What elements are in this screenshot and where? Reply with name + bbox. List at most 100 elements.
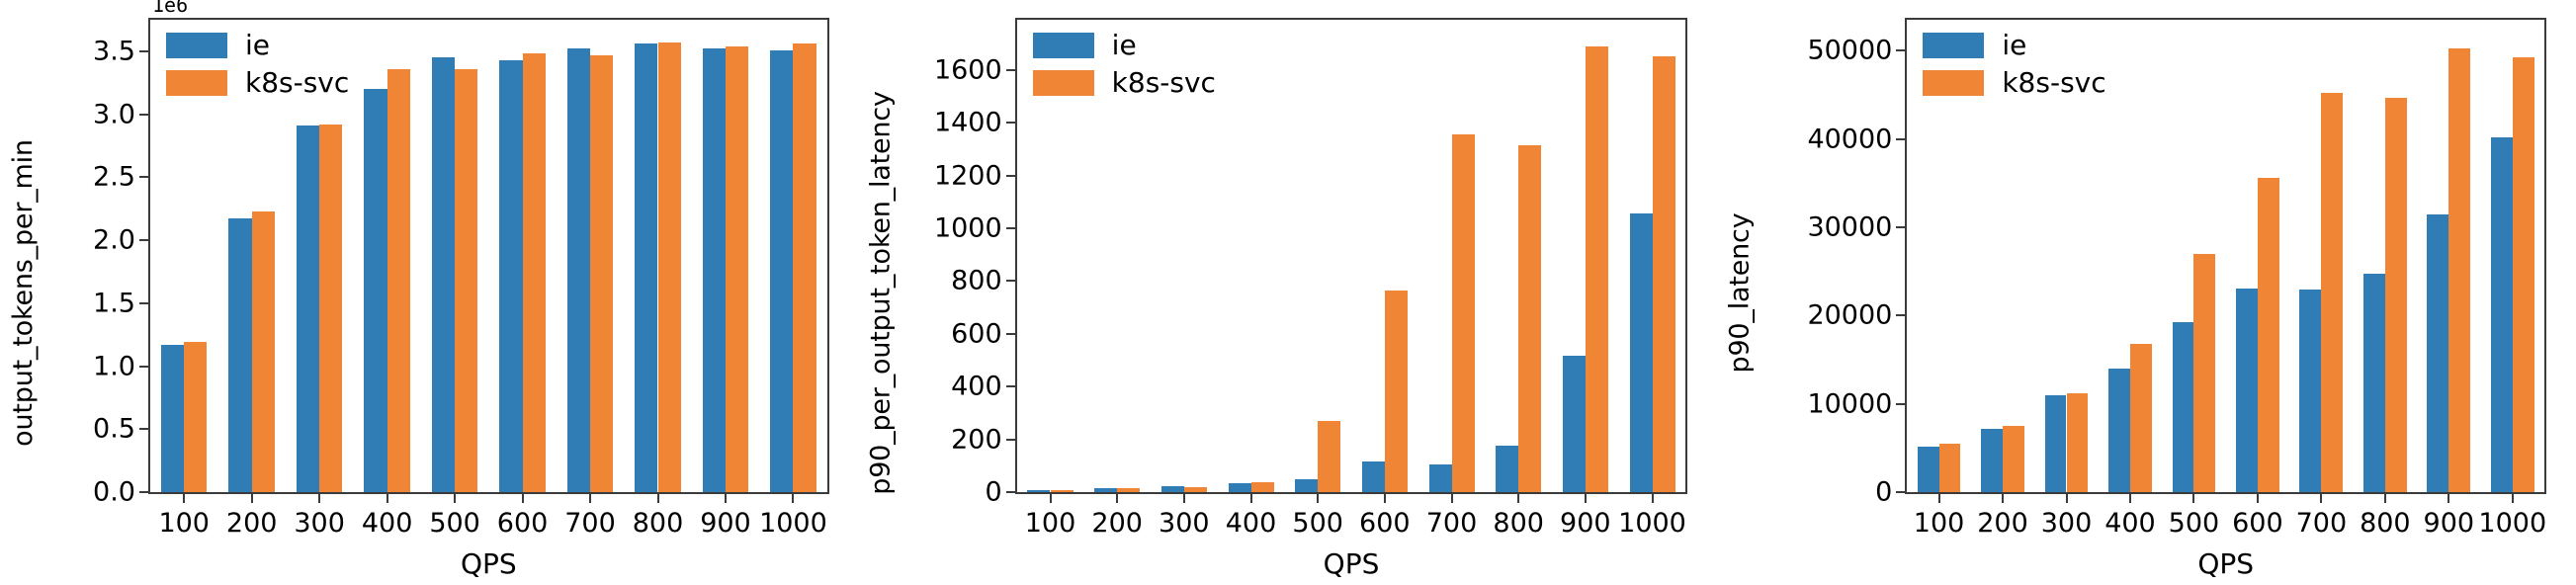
bar-0-ie-500	[431, 57, 456, 492]
y-tick-label-0-6: 3.0	[93, 99, 135, 130]
legend-label-k8s-svc-0: k8s-svc	[245, 66, 350, 99]
legend-entry-k8s-svc-2: k8s-svc	[1923, 69, 2106, 97]
plot-area-1: ie k8s-svc 0 200 400 600 800 1000 1200 1400 1600…	[934, 18, 1688, 580]
legend-1: ie k8s-svc	[1032, 32, 1216, 97]
x-tick-label-2-6: 700	[2295, 508, 2348, 539]
legend-swatch-k8s-svc-icon	[1923, 70, 1985, 96]
y-tick-1-5	[1005, 226, 1017, 229]
y-tick-2-2	[1896, 314, 1908, 317]
x-tick-label-0-1: 200	[225, 508, 278, 539]
x-tick-label-2-3: 400	[2104, 508, 2156, 539]
y-tick-0-5	[139, 176, 150, 179]
y-tick-1-2	[1005, 385, 1017, 388]
bar-0-ie-800	[635, 43, 658, 492]
bar-0-k8s-svc-700	[590, 54, 614, 492]
y-tick-2-3	[1896, 225, 1908, 228]
legend-label-ie-2: ie	[2002, 29, 2027, 61]
x-tick-label-1-9: 1000	[1618, 508, 1686, 539]
plot-box-2: ie k8s-svc 0 10000 20000 30000 40000 50000 100…	[1807, 18, 2546, 539]
x-tick-label-0-8: 900	[700, 508, 751, 539]
bar-0-ie-600	[499, 59, 523, 492]
legend-swatch-k8s-svc-icon	[1032, 70, 1094, 96]
x-tick-label-2-4: 500	[2168, 508, 2220, 539]
bar-2-k8s-svc-100	[1938, 444, 1961, 492]
y-tick-label-2-2: 20000	[1807, 299, 1893, 331]
y-axis-offset-text-0: 1e6	[152, 0, 189, 17]
x-tick-2-3	[2128, 492, 2131, 503]
x-axis-label-0: QPS	[460, 547, 517, 580]
x-tick-label-0-3: 400	[361, 508, 413, 539]
y-tick-label-1-6: 1200	[933, 160, 1002, 192]
bar-2-ie-500	[2172, 321, 2194, 492]
x-tick-2-5	[2256, 492, 2259, 503]
bar-2-k8s-svc-600	[2257, 177, 2279, 492]
x-tick-1-8	[1584, 492, 1587, 503]
x-tick-label-1-7: 800	[1493, 508, 1544, 539]
x-tick-2-1	[2002, 492, 2005, 503]
y-tick-label-0-3: 1.5	[93, 288, 135, 319]
y-tick-0-0	[139, 491, 150, 493]
bar-0-k8s-svc-1000	[793, 43, 816, 492]
legend-swatch-k8s-svc-icon	[166, 70, 227, 96]
bar-2-k8s-svc-800	[2384, 97, 2407, 492]
y-tick-2-5	[1896, 49, 1908, 52]
y-tick-0-3	[139, 301, 150, 304]
x-tick-label-1-3: 400	[1225, 508, 1277, 539]
y-tick-label-2-3: 30000	[1807, 211, 1893, 243]
y-tick-label-1-8: 1600	[933, 54, 1002, 86]
bar-0-k8s-svc-200	[251, 211, 275, 492]
bar-1-k8s-svc-500	[1318, 420, 1341, 492]
x-tick-0-2	[318, 492, 321, 503]
x-tick-label-2-5: 600	[2232, 508, 2283, 539]
legend-label-ie-0: ie	[245, 29, 271, 61]
y-tick-0-1	[139, 428, 150, 431]
x-tick-label-1-4: 500	[1292, 508, 1343, 539]
legend-swatch-ie-icon	[1923, 33, 1985, 58]
x-tick-1-1	[1116, 492, 1119, 503]
bar-2-ie-200	[1981, 428, 2004, 492]
bar-2-ie-800	[2362, 274, 2385, 492]
y-tick-label-1-7: 1400	[933, 107, 1002, 138]
x-tick-label-1-2: 300	[1159, 508, 1210, 539]
x-tick-2-0	[1937, 492, 1940, 503]
y-tick-1-0	[1005, 491, 1017, 493]
y-tick-label-0-2: 1.0	[93, 351, 135, 382]
x-tick-1-0	[1049, 492, 1052, 503]
bar-2-k8s-svc-400	[2129, 343, 2152, 492]
x-tick-label-1-5: 600	[1359, 508, 1411, 539]
bar-1-ie-600	[1361, 460, 1385, 492]
bar-0-k8s-svc-900	[725, 45, 749, 492]
bar-0-k8s-svc-800	[657, 42, 681, 492]
chart-panel-p90-per-output-token-latency: p90_per_output_token_latency ie k8s-svc …	[859, 0, 1718, 585]
y-tick-1-1	[1005, 438, 1017, 441]
bar-2-ie-1000	[2490, 136, 2513, 492]
y-tick-label-0-0: 0.0	[93, 476, 135, 508]
x-tick-label-2-7: 800	[2360, 508, 2411, 539]
bar-2-k8s-svc-900	[2448, 47, 2471, 492]
x-tick-0-4	[454, 492, 457, 503]
bar-1-k8s-svc-400	[1250, 482, 1274, 492]
x-tick-label-1-1: 200	[1091, 508, 1143, 539]
x-tick-2-6	[2320, 492, 2323, 503]
x-tick-label-0-4: 500	[429, 508, 480, 539]
y-tick-label-2-4: 40000	[1807, 124, 1893, 155]
bar-0-k8s-svc-500	[455, 68, 478, 492]
legend-entry-ie-0: ie	[166, 32, 349, 59]
y-tick-label-2-5: 50000	[1807, 35, 1893, 66]
x-tick-label-2-9: 1000	[2478, 508, 2547, 539]
y-tick-label-1-4: 800	[951, 265, 1002, 296]
x-tick-1-9	[1651, 492, 1654, 503]
bar-1-k8s-svc-100	[1050, 490, 1073, 492]
bar-1-ie-400	[1228, 482, 1251, 492]
x-tick-1-5	[1383, 492, 1386, 503]
x-tick-label-1-0: 100	[1024, 508, 1076, 539]
y-tick-label-1-3: 600	[951, 318, 1002, 350]
x-tick-2-4	[2192, 492, 2195, 503]
x-tick-label-1-8: 900	[1560, 508, 1611, 539]
x-tick-1-3	[1249, 492, 1252, 503]
bar-1-k8s-svc-300	[1183, 486, 1207, 492]
legend-0: ie k8s-svc	[166, 32, 349, 97]
y-axis-label-0: output_tokens_per_min	[7, 138, 39, 447]
bar-2-k8s-svc-200	[2003, 426, 2024, 492]
x-tick-0-9	[792, 492, 795, 503]
